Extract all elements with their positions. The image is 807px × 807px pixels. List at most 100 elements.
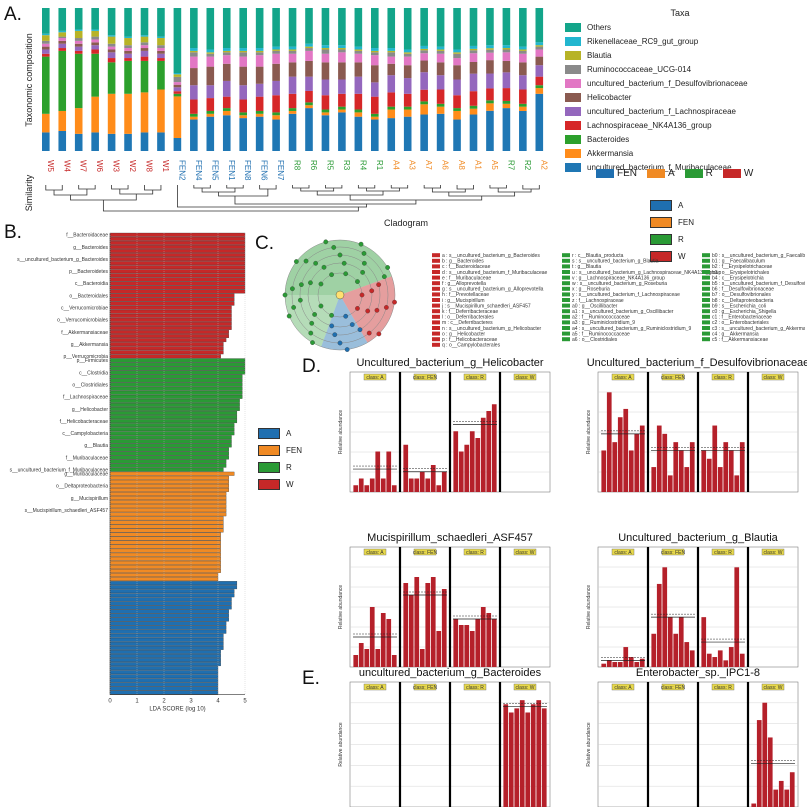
- cladogram-key-label: c4 : g__Akkermansia: [712, 331, 759, 337]
- cladogram-key-label: b4 : c__Erysipelotrichia: [712, 275, 764, 281]
- segment-uncultured_bacterium_f_Desulfovibrionaceae: [338, 52, 346, 63]
- segment-Blautia: [91, 30, 99, 37]
- lda-bar-R: [109, 455, 229, 460]
- cladogram-title: Cladogram: [384, 218, 429, 228]
- taxa-legend-item: Blautia: [565, 48, 795, 62]
- key-swatch: [432, 292, 440, 297]
- segment-Helicobacter: [403, 65, 412, 79]
- class-label: class: R: [714, 685, 732, 691]
- segment-uncultured_bacterium_f_Lachnospiraceae: [239, 85, 247, 100]
- class-badge: [761, 683, 785, 691]
- segment-uncultured_bacterium_f_Lachnospiraceae: [255, 83, 264, 97]
- lda-bar-label: o__Verrucomicrobiales: [57, 318, 108, 324]
- abundance-bar: [634, 433, 640, 492]
- segment-Blautia: [502, 48, 511, 50]
- lda-bar-A: [109, 597, 232, 602]
- segment-uncultured_bacterium_f_Desulfovibrionaceae: [403, 56, 412, 66]
- key-swatch: [562, 270, 570, 274]
- abundance-bar: [723, 442, 729, 492]
- segment-uncultured_bacterium_f_Desulfovibrionaceae: [436, 53, 445, 63]
- segment-Others: [453, 8, 461, 50]
- segment-Lachnospiraceae_NK4A136_group: [157, 58, 165, 61]
- abundance-panel: Uncultured_bacterium_g_Blautia Relative a…: [586, 532, 799, 668]
- key-swatch: [432, 320, 440, 325]
- lda-bar-W: [109, 244, 246, 249]
- lda-bar-R: [109, 423, 235, 428]
- segment-Akkermansia: [305, 105, 313, 109]
- clade-node: [362, 260, 367, 266]
- segment-Others: [469, 8, 478, 46]
- segment-uncultured_bacterium_f_Desulfovibrionaceae: [272, 53, 280, 64]
- lda-bar-W: [109, 249, 246, 253]
- lda-bar-label: p__Bacteroidetes: [69, 269, 108, 275]
- segment-Akkermansia: [42, 113, 50, 133]
- segment-Akkermansia: [206, 113, 215, 117]
- segment-Lachnospiraceae_NK4A136_group: [371, 96, 379, 114]
- lda-bar-R: [109, 406, 240, 411]
- cladogram-key-label: d : s__uncultured_bacterium_f_Muribacula…: [442, 270, 548, 276]
- segment-Bacteroides: [453, 108, 461, 111]
- lda-bar-label: s__uncultured_bacterium_g_Bacteroides: [17, 257, 108, 263]
- clade-node: [361, 251, 367, 256]
- clade-node: [310, 340, 315, 345]
- lda-bar-A: [109, 633, 224, 638]
- lda-bar-R: [109, 467, 224, 472]
- lda-bar-W: [109, 321, 232, 326]
- segment-uncultured_bacterium_f_Muribaculaceae: [222, 115, 231, 151]
- segment-uncultured_bacterium_f_Muribaculaceae: [157, 132, 165, 151]
- segment-Lachnospiraceae_NK4A136_group: [74, 50, 83, 54]
- segment-Helicobacter: [453, 65, 461, 80]
- segment-uncultured_bacterium_f_Lachnospiraceae: [535, 65, 544, 77]
- segment-Bacteroides: [354, 109, 363, 113]
- segment-uncultured_bacterium_f_Muribaculaceae: [124, 133, 132, 151]
- segment-Bacteroides: [140, 60, 149, 93]
- legend-label: Helicobacter: [587, 92, 632, 102]
- abundance-bar: [784, 789, 790, 807]
- segment-uncultured_bacterium_f_Muribaculaceae: [74, 133, 83, 151]
- segment-Blautia: [535, 45, 544, 47]
- segment-Blautia: [124, 38, 132, 46]
- clade-node: [343, 271, 349, 277]
- lda-bar-FEN: [109, 548, 221, 553]
- cladogram-key-label: g : s__uncultured_bacterium_g_Alloprevot…: [442, 287, 544, 293]
- segment-Rikenellaceae_RC9_gut_group: [239, 48, 247, 51]
- cladogram-key-label: a2 : f__Ruminococcaceae: [572, 315, 630, 321]
- segment-uncultured_bacterium_f_Muribaculaceae: [173, 138, 182, 151]
- key-swatch: [432, 303, 440, 308]
- key-swatch: [432, 270, 440, 274]
- lda-bar-R: [109, 402, 240, 407]
- x-tick-A6: A6: [441, 160, 450, 170]
- lda-bar-R: [109, 459, 227, 464]
- abundance-bar: [734, 567, 740, 667]
- lda-bar-label: p__Firmicutes: [77, 358, 109, 364]
- clado-legend-fen: FEN: [650, 214, 694, 231]
- abundance-bar: [684, 467, 690, 492]
- cladogram-key-label: z : f__Lachnospiraceae: [572, 298, 624, 304]
- clade-node: [381, 274, 387, 279]
- lda-bar-FEN: [109, 524, 224, 529]
- lda-bar-R: [109, 443, 232, 448]
- segment-Lachnospiraceae_NK4A136_group: [124, 58, 132, 61]
- segment-Ruminococcaceae_UCG-014: [91, 36, 99, 40]
- class-label: class: FEN: [661, 375, 686, 381]
- abundance-bar: [651, 467, 657, 492]
- segment-Others: [107, 8, 116, 36]
- segment-Blautia: [354, 49, 363, 51]
- key-swatch: [432, 264, 440, 269]
- legend-swatch: [565, 50, 581, 60]
- lda-bar-W: [109, 281, 246, 286]
- segment-Helicobacter: [354, 62, 363, 77]
- segment-Bacteroides: [420, 101, 428, 105]
- x-tick-R6: R6: [309, 160, 318, 171]
- segment-uncultured_bacterium_f_Lachnospiraceae: [288, 76, 297, 94]
- clade-node: [318, 281, 324, 287]
- cladogram-key-label: c : f__Bacteroidaceae: [442, 264, 491, 270]
- abundance-bar: [358, 478, 364, 492]
- panel-e-letter: E.: [302, 668, 320, 689]
- class-badge: [363, 683, 387, 691]
- lda-bar-FEN: [109, 544, 221, 549]
- segment-uncultured_bacterium_f_Muribaculaceae: [535, 93, 544, 151]
- segment-Bacteroides: [502, 100, 511, 104]
- taxa-legend-item: uncultured_bacterium_f_Lachnospiraceae: [565, 104, 795, 118]
- key-swatch: [562, 326, 570, 330]
